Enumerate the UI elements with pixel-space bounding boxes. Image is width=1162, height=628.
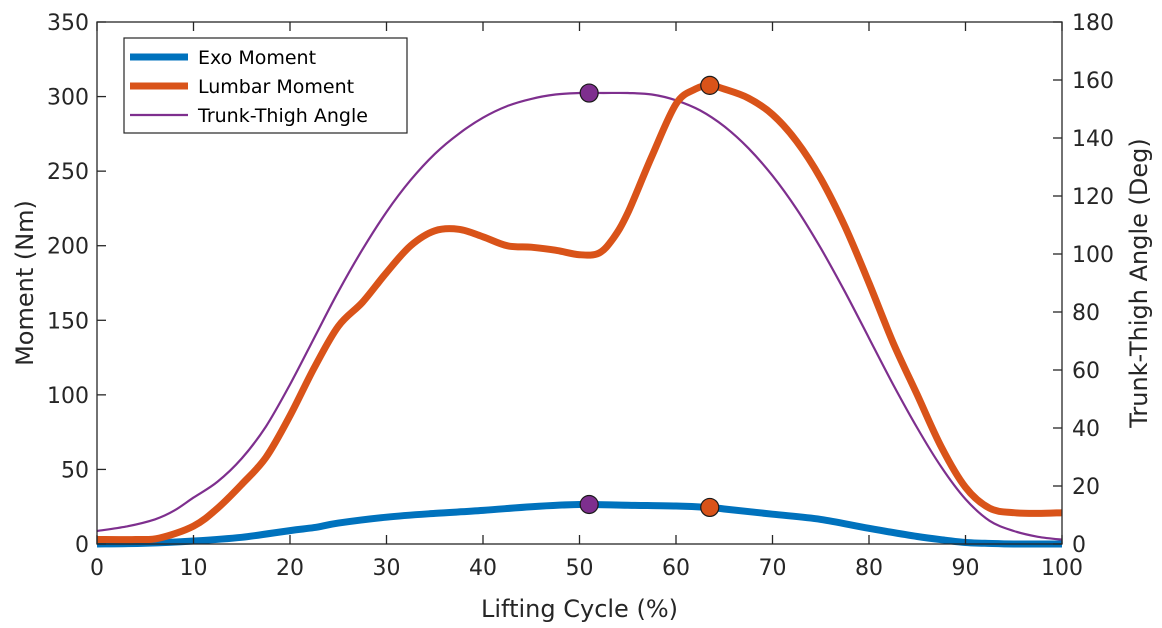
legend-label: Trunk-Thigh Angle bbox=[197, 105, 368, 127]
series-line-lumbar-moment bbox=[96, 81, 1063, 544]
series-line-trunk-thigh-angle bbox=[96, 91, 1063, 541]
y-axis-left: 0 50 100 150 200 250 300 350 bbox=[47, 11, 106, 558]
x-axis: 0 10 20 30 40 50 60 70 80 90 100 bbox=[90, 22, 1083, 581]
y-right-tick-label: 60 bbox=[1072, 359, 1100, 384]
x-tick-label: 20 bbox=[276, 556, 304, 581]
x-tick-label: 70 bbox=[759, 556, 787, 581]
y-right-tick-label: 120 bbox=[1072, 185, 1114, 210]
data-point-marker bbox=[700, 75, 720, 95]
y-right-tick-label: 160 bbox=[1072, 69, 1114, 94]
y-right-tick-label: 180 bbox=[1072, 11, 1114, 36]
x-tick-label: 50 bbox=[566, 556, 594, 581]
y-left-tick-label: 300 bbox=[47, 86, 89, 111]
data-point-marker bbox=[579, 83, 599, 103]
x-tick-label: 40 bbox=[469, 556, 497, 581]
legend-label: Lumbar Moment bbox=[198, 76, 354, 98]
y-left-tick-label: 50 bbox=[61, 458, 89, 483]
y-left-tick-label: 200 bbox=[47, 235, 89, 260]
y-left-tick-label: 150 bbox=[47, 309, 89, 334]
series-line-exo-moment bbox=[96, 500, 1063, 548]
data-point-marker bbox=[700, 497, 720, 518]
y-left-tick-label: 100 bbox=[47, 384, 89, 409]
y-right-tick-label: 80 bbox=[1072, 301, 1100, 326]
y-right-tick-label: 100 bbox=[1072, 243, 1114, 268]
y-right-tick-label: 140 bbox=[1072, 127, 1114, 152]
data-point-marker bbox=[579, 494, 599, 515]
y-right-tick-label: 0 bbox=[1072, 533, 1086, 558]
y-axis-left-title: Moment (Nm) bbox=[11, 200, 39, 366]
x-axis-title: Lifting Cycle (%) bbox=[481, 595, 678, 623]
x-tick-label: 60 bbox=[662, 556, 690, 581]
legend-label: Exo Moment bbox=[198, 47, 316, 69]
y-right-tick-label: 20 bbox=[1072, 475, 1100, 500]
y-left-tick-label: 0 bbox=[75, 533, 89, 558]
legend: Exo Moment Lumbar Moment Trunk-Thigh Angle bbox=[123, 37, 408, 134]
marker-layer bbox=[579, 75, 720, 518]
series-layer bbox=[96, 81, 1063, 548]
x-tick-label: 90 bbox=[952, 556, 980, 581]
x-tick-label: 100 bbox=[1041, 556, 1083, 581]
y-left-tick-label: 250 bbox=[47, 160, 89, 185]
x-tick-label: 80 bbox=[855, 556, 883, 581]
y-axis-right-title: Trunk-Thigh Angle (Deg) bbox=[1125, 138, 1153, 429]
x-tick-label: 0 bbox=[90, 556, 104, 581]
y-right-tick-label: 40 bbox=[1072, 417, 1100, 442]
y-left-tick-label: 350 bbox=[47, 11, 89, 36]
y-axis-right: 0 20 40 60 80 100 120 140 160 180 bbox=[1053, 11, 1114, 558]
x-tick-label: 30 bbox=[373, 556, 401, 581]
x-tick-label: 10 bbox=[180, 556, 208, 581]
